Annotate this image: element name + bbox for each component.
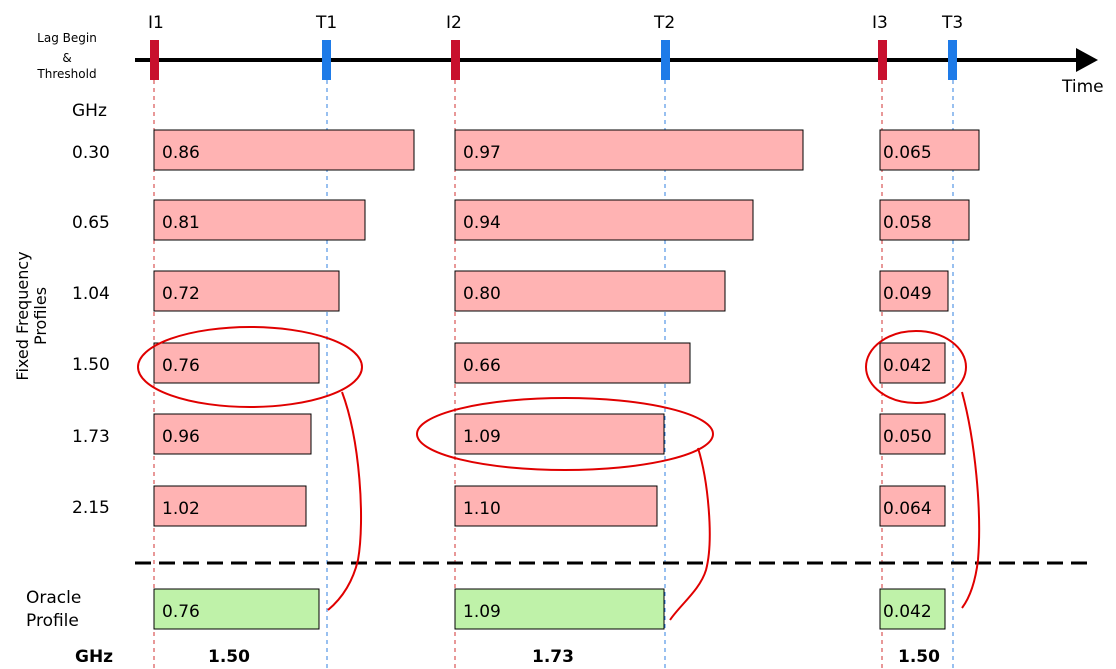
oracle-bar-0 xyxy=(153,588,320,630)
bar-value-5-0: 1.02 xyxy=(162,499,200,519)
bar-3-0 xyxy=(153,342,320,384)
bar-1-2 xyxy=(879,199,970,241)
fixed-profiles-axis-title: Fixed Frequency Profiles xyxy=(13,251,50,380)
oracle-ghz-header: GHz xyxy=(75,647,113,667)
bar-value-5-2: 0.064 xyxy=(883,499,932,519)
freq-label-3: 1.50 xyxy=(72,355,110,375)
legend-line-2: & xyxy=(62,51,71,65)
highlight-ellipse-2 xyxy=(865,330,967,404)
oracle-freq-2: 1.50 xyxy=(898,647,940,667)
bar-value-4-0: 0.96 xyxy=(162,427,200,447)
bar-0-0 xyxy=(153,129,415,171)
bar-value-2-2: 0.049 xyxy=(883,284,932,304)
legend-line-1: Lag Begin xyxy=(37,31,97,45)
ghz-header: GHz xyxy=(72,101,107,121)
oracle-label-line-1: Oracle xyxy=(26,588,81,608)
oracle-value-1: 1.09 xyxy=(463,602,501,622)
fixed-profiles-title-line-2: Profiles xyxy=(31,287,50,345)
bar-value-1-2: 0.058 xyxy=(883,213,932,233)
bar-5-0 xyxy=(153,485,307,527)
bar-value-1-1: 0.94 xyxy=(463,213,501,233)
bar-2-0 xyxy=(153,270,340,312)
bar-value-5-1: 1.10 xyxy=(463,499,501,519)
bar-4-1 xyxy=(454,413,665,455)
marker-label-t1: T1 xyxy=(315,13,337,33)
bar-value-3-0: 0.76 xyxy=(162,356,200,376)
bar-0-1 xyxy=(454,129,804,171)
marker-label-t2: T2 xyxy=(653,13,675,33)
bar-4-2 xyxy=(879,413,946,455)
highlight-connector-1 xyxy=(669,447,711,621)
bar-4-0 xyxy=(153,413,312,455)
fixed-profiles-title-line-1: Fixed Frequency xyxy=(13,251,32,380)
marker-t1 xyxy=(322,40,331,80)
marker-i3 xyxy=(878,40,887,80)
oracle-value-0: 0.76 xyxy=(162,602,200,622)
freq-label-5: 2.15 xyxy=(72,498,110,518)
bar-2-1 xyxy=(454,270,726,312)
timeline-axis-label: Time xyxy=(1061,77,1104,97)
bar-value-3-2: 0.042 xyxy=(883,356,932,376)
bar-1-0 xyxy=(153,199,366,241)
marker-label-i2: I2 xyxy=(446,13,462,33)
marker-label-t3: T3 xyxy=(941,13,963,33)
oracle-bar-2 xyxy=(879,588,946,630)
bar-value-0-1: 0.97 xyxy=(463,143,501,163)
marker-t2 xyxy=(661,40,670,80)
freq-label-2: 1.04 xyxy=(72,284,110,304)
bar-value-0-0: 0.86 xyxy=(162,143,200,163)
bar-5-1 xyxy=(454,485,658,527)
highlight-ellipse-0 xyxy=(137,326,363,408)
freq-label-0: 0.30 xyxy=(72,143,110,163)
oracle-label-line-2: Profile xyxy=(26,611,79,631)
highlight-connector-0 xyxy=(327,391,363,611)
oracle-freq-0: 1.50 xyxy=(208,647,250,667)
bar-value-4-2: 0.050 xyxy=(883,427,932,447)
bar-value-4-1: 1.09 xyxy=(463,427,501,447)
freq-label-1: 0.65 xyxy=(72,213,110,233)
bar-1-1 xyxy=(454,199,754,241)
bar-value-3-1: 0.66 xyxy=(463,356,501,376)
marker-label-i3: I3 xyxy=(872,13,888,33)
bar-3-2 xyxy=(879,342,946,384)
oracle-value-2: 0.042 xyxy=(883,602,932,622)
bar-value-0-2: 0.065 xyxy=(883,143,932,163)
legend-line-3: Threshold xyxy=(36,67,96,81)
bar-value-2-0: 0.72 xyxy=(162,284,200,304)
highlight-connector-2 xyxy=(961,391,981,609)
bar-value-1-0: 0.81 xyxy=(162,213,200,233)
marker-i2 xyxy=(451,40,460,80)
bar-0-2 xyxy=(879,129,980,171)
freq-label-4: 1.73 xyxy=(72,427,110,447)
marker-i1 xyxy=(150,40,159,80)
oracle-freq-1: 1.73 xyxy=(532,647,574,667)
bar-5-2 xyxy=(879,485,946,527)
oracle-bar-1 xyxy=(454,588,665,630)
marker-t3 xyxy=(948,40,957,80)
timeline-arrowhead-icon xyxy=(1076,48,1098,72)
highlight-ellipse-1 xyxy=(416,397,714,471)
bar-value-2-1: 0.80 xyxy=(463,284,501,304)
marker-label-i1: I1 xyxy=(148,13,164,33)
bar-2-2 xyxy=(879,270,949,312)
bar-3-1 xyxy=(454,342,691,384)
